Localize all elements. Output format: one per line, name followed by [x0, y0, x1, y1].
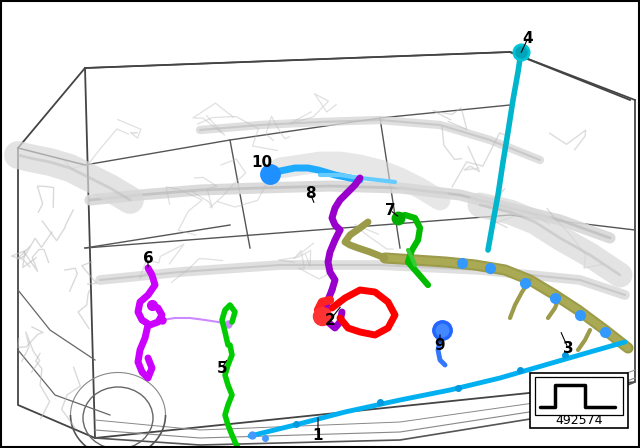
- Text: 8: 8: [305, 185, 316, 201]
- Text: 2: 2: [324, 313, 335, 327]
- Text: 1: 1: [313, 427, 323, 443]
- Text: 4: 4: [523, 30, 533, 46]
- Text: 9: 9: [435, 337, 445, 353]
- Text: 492574: 492574: [556, 414, 603, 426]
- Text: 10: 10: [252, 155, 273, 169]
- Text: 5: 5: [217, 361, 227, 375]
- FancyBboxPatch shape: [535, 377, 623, 415]
- Text: 7: 7: [385, 202, 396, 217]
- Text: 3: 3: [563, 340, 573, 356]
- Text: 6: 6: [143, 250, 154, 266]
- FancyBboxPatch shape: [530, 373, 628, 428]
